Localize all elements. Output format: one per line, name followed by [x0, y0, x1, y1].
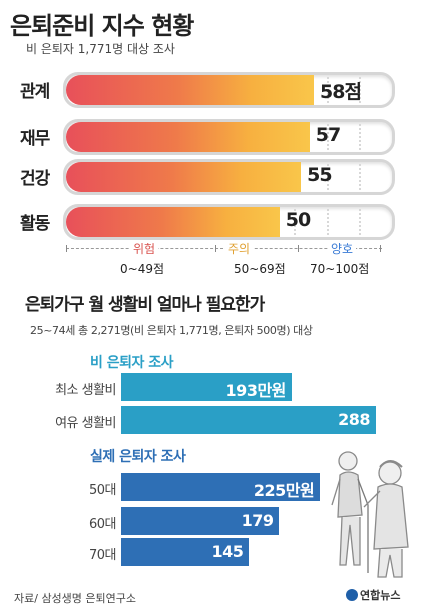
gridline	[326, 209, 329, 235]
score-track: 55	[63, 159, 395, 195]
yonhap-logo: 연합뉴스	[346, 587, 400, 603]
row-label: 최소 생활비	[55, 383, 116, 398]
score-scale-line	[66, 248, 382, 249]
chart-subtitle-living-cost: 25~74세 총 2,271명(비 은퇴자 1,771명, 은퇴자 500명) …	[30, 324, 313, 337]
bar-value-label: 145	[211, 542, 244, 561]
category-label: 건강	[20, 169, 50, 189]
yonhap-logo-icon	[346, 589, 358, 601]
scale-tick	[380, 245, 381, 252]
score-value: 57	[315, 124, 341, 146]
score-value: 58점	[320, 81, 362, 103]
cost-bar	[121, 373, 292, 401]
category-label: 관계	[20, 82, 50, 102]
cost-bar	[121, 507, 280, 535]
zone-range: 70~100점	[310, 262, 370, 276]
cost-bar	[121, 473, 321, 501]
score-value: 55	[307, 164, 332, 186]
scale-tick	[215, 245, 216, 252]
source-note: 자료/ 삼성생명 은퇴연구소	[14, 592, 137, 605]
bar-value-label: 193만원	[225, 381, 287, 400]
gridline	[359, 77, 362, 103]
gridline	[359, 124, 362, 150]
gridline	[294, 209, 297, 235]
zone-range: 50~69점	[234, 262, 286, 276]
row-label: 60대	[88, 517, 117, 532]
score-value: 50	[285, 209, 311, 231]
chart-subtitle-retirement-index: 비 은퇴자 1,771명 대상 조사	[26, 42, 175, 56]
row-label: 50대	[88, 483, 117, 498]
cost-bar	[121, 538, 250, 566]
row-label: 여유 생활비	[55, 416, 116, 431]
gridline	[359, 164, 362, 190]
scale-tick	[66, 245, 67, 252]
elderly-couple-illustration	[331, 451, 409, 578]
gridline	[326, 124, 329, 150]
chart-title-retirement-index: 은퇴준비 지수 현황	[10, 12, 194, 40]
zone-name: 양호	[328, 240, 357, 257]
score-track: 50	[63, 204, 395, 240]
zone-name: 위험	[130, 240, 159, 257]
score-track: 58점	[63, 72, 395, 108]
bar-value-label: 179	[241, 511, 274, 530]
score-bar	[66, 122, 310, 152]
score-bar	[66, 162, 302, 192]
zone-range: 0~49점	[120, 262, 164, 276]
gridline	[326, 164, 329, 190]
score-bar	[66, 207, 280, 237]
series-heading: 비 은퇴자 조사	[90, 355, 174, 371]
bar-value-label: 288	[338, 410, 370, 429]
gridline	[326, 77, 329, 103]
zone-name: 주의	[225, 240, 254, 257]
category-label: 활동	[20, 214, 50, 234]
chart-title-living-cost: 은퇴가구 월 생활비 얼마나 필요한가	[25, 295, 265, 315]
gridline	[359, 209, 362, 235]
score-track: 57	[63, 119, 395, 155]
row-label: 70대	[88, 548, 117, 563]
bar-value-label: 225만원	[253, 481, 315, 500]
category-label: 재무	[20, 129, 50, 149]
score-bar	[66, 75, 314, 105]
scale-tick	[298, 245, 299, 252]
series-heading: 실제 은퇴자 조사	[90, 449, 186, 465]
logo-text: 연합뉴스	[360, 589, 401, 602]
cost-bar	[121, 406, 376, 434]
